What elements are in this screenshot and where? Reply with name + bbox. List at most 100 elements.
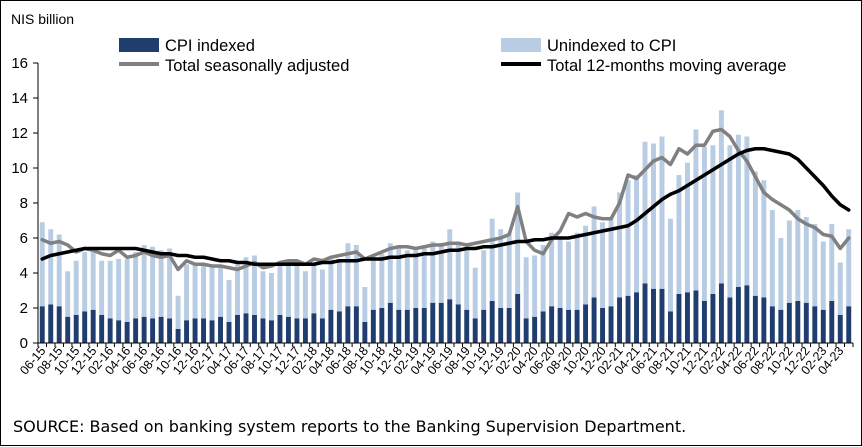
bar-cpi-indexed [820, 309, 826, 343]
bar-unindexed [294, 260, 300, 319]
bar-unindexed [99, 260, 105, 315]
unit-label: NIS billion [11, 11, 74, 27]
legend-swatch-unindexed [501, 38, 541, 52]
legend-label-cpi-indexed: CPI indexed [165, 37, 255, 55]
bar-cpi-indexed [167, 318, 173, 343]
bar-cpi-indexed [370, 309, 376, 343]
y-axis: 0 2 4 6 8 10 12 14 16 [11, 55, 39, 352]
bar-cpi-indexed [65, 316, 71, 343]
bar-unindexed [90, 252, 96, 310]
bar-unindexed [235, 264, 240, 315]
bar-cpi-indexed [175, 329, 181, 343]
bar-unindexed [404, 250, 410, 310]
bar-cpi-indexed [107, 318, 113, 343]
y-tick-label: 14 [11, 90, 28, 107]
bar-unindexed [56, 234, 62, 307]
bar-unindexed [625, 180, 631, 296]
bar-cpi-indexed [744, 285, 750, 343]
bar-cpi-indexed [761, 297, 767, 343]
y-tick-label: 12 [11, 125, 28, 142]
bar-unindexed [701, 147, 707, 301]
y-tick-label: 0 [20, 335, 28, 352]
bar-cpi-indexed [285, 316, 291, 343]
bar-cpi-indexed [583, 304, 589, 343]
bar-unindexed [201, 264, 207, 319]
bar-unindexed [778, 238, 784, 310]
bar-cpi-indexed [387, 302, 393, 343]
bar-unindexed [336, 259, 342, 312]
x-axis: 06-1508-1510-1512-1502-1604-1606-1608-16… [17, 342, 854, 377]
bar-cpi-indexed [481, 309, 487, 343]
bar-cpi-indexed [591, 297, 597, 343]
bar-unindexed [116, 259, 122, 321]
y-tick-label: 4 [20, 265, 28, 282]
bar-cpi-indexed [846, 306, 852, 343]
bar-unindexed [226, 280, 232, 322]
legend-swatch-cpi-indexed [119, 38, 159, 52]
bar-cpi-indexed [116, 320, 122, 343]
bar-cpi-indexed [795, 301, 801, 343]
bar-cpi-indexed [752, 295, 758, 343]
legend-item-moving-average: Total 12-months moving average [501, 57, 786, 75]
bar-unindexed [260, 271, 266, 319]
bar-unindexed [659, 136, 665, 289]
bar-cpi-indexed [625, 295, 631, 343]
bar-unindexed [387, 243, 393, 303]
bar-unindexed [574, 232, 580, 310]
bar-cpi-indexed [404, 309, 410, 343]
bar-cpi-indexed [252, 315, 257, 343]
bar-cpi-indexed [837, 315, 843, 343]
bar-unindexed [583, 225, 589, 305]
bar-unindexed [192, 264, 198, 319]
bar-unindexed [668, 218, 673, 312]
bar-cpi-indexed [311, 313, 317, 343]
bar-unindexed [362, 287, 368, 322]
bar-unindexed [769, 210, 775, 307]
bar-cpi-indexed [676, 294, 682, 343]
bar-unindexed [761, 180, 767, 298]
bar-cpi-indexed [532, 316, 538, 343]
bar-cpi-indexed [735, 287, 741, 343]
bar-cpi-indexed [693, 290, 699, 343]
bar-cpi-indexed [718, 283, 724, 343]
bar-cpi-indexed [634, 292, 639, 343]
bar-unindexed [506, 232, 512, 308]
bar-unindexed [150, 246, 156, 319]
bar-unindexed [396, 246, 402, 310]
bar-cpi-indexed [489, 301, 495, 343]
bar-cpi-indexed [201, 318, 207, 343]
bar-unindexed [167, 248, 173, 319]
bar-cpi-indexed [336, 311, 342, 343]
bar-unindexed [540, 245, 546, 312]
bar-unindexed [353, 245, 359, 307]
bar-unindexed [693, 129, 699, 291]
bar-unindexed [345, 243, 351, 307]
bar-cpi-indexed [566, 309, 572, 343]
bar-unindexed [803, 217, 809, 303]
bar-cpi-indexed [82, 311, 88, 343]
bar-cpi-indexed [727, 297, 733, 343]
bar-unindexed [710, 145, 716, 294]
bar-unindexed [141, 245, 147, 317]
bar-unindexed [82, 252, 88, 312]
bar-unindexed [184, 264, 190, 321]
bar-unindexed [243, 257, 249, 314]
bar-unindexed [438, 243, 444, 303]
bar-cpi-indexed [498, 308, 504, 343]
bar-cpi-indexed [617, 297, 622, 343]
bar-unindexed [820, 241, 826, 310]
bar-cpi-indexed [218, 316, 223, 343]
y-tick-label: 8 [20, 195, 28, 212]
bar-unindexed [277, 260, 283, 315]
bar-cpi-indexed [472, 318, 478, 343]
bar-cpi-indexed [302, 318, 308, 343]
bar-cpi-indexed [642, 283, 648, 343]
bar-cpi-indexed [684, 292, 690, 343]
bar-unindexed [65, 271, 71, 317]
bar-unindexed [617, 192, 622, 298]
bar-cpi-indexed [523, 318, 529, 343]
y-tick-label: 6 [20, 230, 28, 247]
bar-cpi-indexed [769, 306, 775, 343]
bars-group [39, 110, 852, 343]
